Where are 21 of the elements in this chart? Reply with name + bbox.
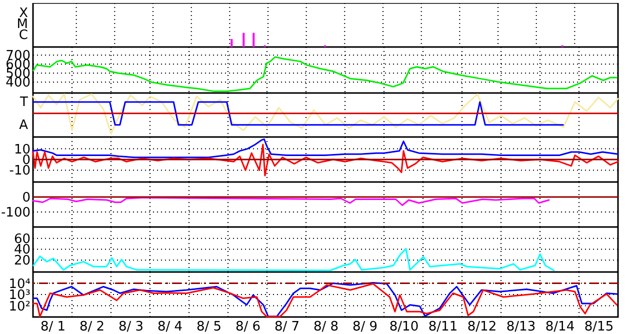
- x-tick-label: 8/13: [506, 320, 536, 334]
- x-tick-label: 8/11: [428, 320, 458, 334]
- y-tick-label: 10²: [8, 299, 30, 314]
- x-tick-label: 8/ 7: [274, 320, 300, 334]
- y-tick-label: -100: [0, 206, 30, 220]
- x-tick-label: 8/10: [389, 320, 419, 334]
- text: T: [19, 94, 28, 110]
- x-tick-label: 8/ 8: [313, 320, 339, 334]
- x-tick-label: 8/12: [467, 320, 497, 334]
- x-tick-label: 8/14: [545, 320, 575, 334]
- x-tick-label: 8/ 1: [40, 320, 66, 334]
- y-tick-label: 400: [6, 76, 30, 91]
- y-tick-label: 0: [22, 190, 30, 206]
- text: A: [19, 118, 28, 133]
- x-tick-label: 8/ 3: [118, 320, 144, 334]
- x-tick-label: 8/15: [584, 320, 614, 334]
- x-tick-label: 8/ 5: [196, 320, 222, 334]
- x-tick-label: 8/ 9: [352, 320, 378, 334]
- x-tick-label: 8/ 4: [157, 320, 183, 334]
- x-tick-label: 8/ 6: [235, 320, 261, 334]
- x-tick-label: 8/ 2: [79, 320, 105, 334]
